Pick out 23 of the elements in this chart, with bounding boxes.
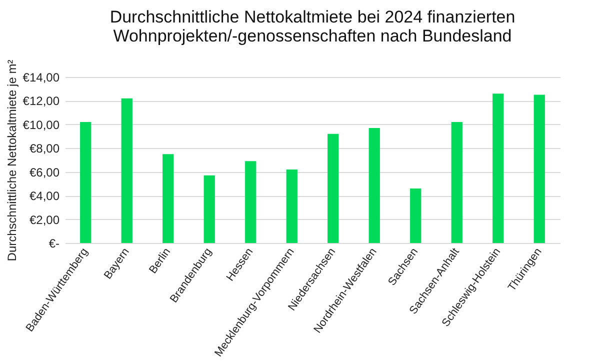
bar <box>204 175 215 243</box>
y-tick-label: €- <box>48 236 60 250</box>
bar <box>328 134 339 243</box>
bar <box>245 161 256 243</box>
y-tick-label: €14,00 <box>22 70 60 84</box>
text: Wohnprojekten/-genossenschaften nach Bundesland <box>113 26 512 46</box>
bar <box>121 98 132 243</box>
bar <box>410 188 422 243</box>
bar <box>286 169 298 243</box>
bar <box>451 122 462 243</box>
bar <box>162 154 174 243</box>
y-axis-title: Durchschnittliche Nettokaltmiete je m² <box>4 60 19 262</box>
y-tick-label: €4,00 <box>29 189 60 204</box>
y-tick-label: €12,00 <box>22 94 60 108</box>
bar <box>368 128 380 243</box>
bar <box>80 122 92 243</box>
bar <box>534 94 545 243</box>
y-tick-label: €10,00 <box>22 118 60 132</box>
text: Durchschnittliche Nettokaltmiete bei 2024 finanzierten <box>110 7 516 26</box>
bar <box>492 94 504 243</box>
y-tick-label: €2,00 <box>29 212 60 227</box>
y-tick-label: €6,00 <box>29 165 60 180</box>
y-tick-label: €8,00 <box>29 142 60 156</box>
